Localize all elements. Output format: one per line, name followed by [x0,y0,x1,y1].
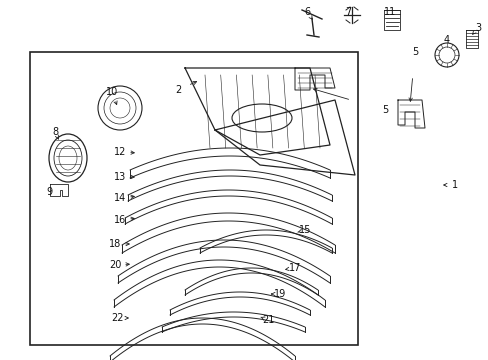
Text: 5: 5 [411,47,417,57]
Text: 19: 19 [273,289,285,299]
Text: 7: 7 [344,7,350,17]
Text: 5: 5 [381,105,387,115]
Text: 13: 13 [114,172,126,182]
Text: 4: 4 [443,35,449,45]
Text: 16: 16 [114,215,126,225]
Text: 12: 12 [114,147,126,157]
Text: 6: 6 [304,7,309,17]
Text: 10: 10 [106,87,118,97]
Text: 15: 15 [298,225,310,235]
Text: 3: 3 [474,23,480,33]
Text: 20: 20 [109,260,121,270]
Text: 21: 21 [261,315,274,325]
Text: 2: 2 [175,85,181,95]
Text: 11: 11 [383,7,395,17]
Text: 8: 8 [52,127,58,137]
Text: 1: 1 [451,180,457,190]
Text: 22: 22 [112,313,124,323]
Text: 18: 18 [109,239,121,249]
Text: 14: 14 [114,193,126,203]
Bar [30,52,357,345]
Text: 9: 9 [46,187,52,197]
Text: 17: 17 [288,263,301,273]
